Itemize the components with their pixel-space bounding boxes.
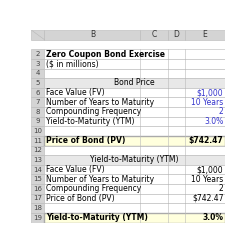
Bar xyxy=(31,107,44,117)
Bar xyxy=(44,88,225,98)
Bar xyxy=(31,136,44,145)
Text: Number of Years to Maturity: Number of Years to Maturity xyxy=(46,98,154,107)
Bar xyxy=(44,136,225,145)
Bar xyxy=(31,165,44,174)
Bar xyxy=(31,174,44,184)
Bar xyxy=(44,203,225,213)
Text: 10 Years: 10 Years xyxy=(191,175,224,184)
Text: Face Value (FV): Face Value (FV) xyxy=(46,165,105,174)
Bar xyxy=(44,155,225,165)
Bar xyxy=(140,30,168,40)
Text: Price of Bond (PV): Price of Bond (PV) xyxy=(46,136,126,145)
Text: $742.47: $742.47 xyxy=(192,194,224,203)
Bar xyxy=(31,194,44,203)
Bar xyxy=(44,59,225,69)
Text: Zero Coupon Bond Exercise: Zero Coupon Bond Exercise xyxy=(46,50,165,58)
Text: B: B xyxy=(90,30,95,39)
Text: 19: 19 xyxy=(33,215,42,221)
Bar xyxy=(44,213,225,222)
Text: 5: 5 xyxy=(36,80,40,86)
Bar xyxy=(31,78,44,88)
Bar xyxy=(31,213,44,222)
Text: 3: 3 xyxy=(36,61,40,67)
Text: Yield-to-Maturity (YTM): Yield-to-Maturity (YTM) xyxy=(46,213,148,222)
Bar xyxy=(44,30,140,40)
Bar xyxy=(31,59,44,69)
Text: 12: 12 xyxy=(34,147,42,153)
Text: 13: 13 xyxy=(33,157,42,163)
Bar xyxy=(44,194,225,203)
Text: 18: 18 xyxy=(33,205,42,211)
Text: C: C xyxy=(152,30,157,39)
Text: 11: 11 xyxy=(33,138,42,144)
Text: 2: 2 xyxy=(219,107,224,116)
Text: E: E xyxy=(202,30,207,39)
Text: 2: 2 xyxy=(219,184,224,193)
Text: Compounding Frequency: Compounding Frequency xyxy=(46,107,142,116)
Bar xyxy=(44,165,225,174)
Bar xyxy=(44,174,225,184)
Text: Yield-to-Maturity (YTM): Yield-to-Maturity (YTM) xyxy=(46,117,135,126)
Text: 3.0%: 3.0% xyxy=(202,213,224,222)
Bar xyxy=(31,49,44,59)
Bar xyxy=(31,117,44,126)
Text: Price of Bond (PV): Price of Bond (PV) xyxy=(46,194,115,203)
Bar xyxy=(31,155,44,165)
Bar xyxy=(44,98,225,107)
Bar xyxy=(44,49,225,59)
Bar xyxy=(44,78,225,88)
Text: 14: 14 xyxy=(34,166,42,172)
Text: 4: 4 xyxy=(36,70,40,76)
Bar xyxy=(44,184,225,194)
Bar xyxy=(31,98,44,107)
Text: 9: 9 xyxy=(36,118,40,124)
Text: 8: 8 xyxy=(36,109,40,115)
Text: Number of Years to Maturity: Number of Years to Maturity xyxy=(46,175,154,184)
Bar xyxy=(44,136,225,145)
Text: 17: 17 xyxy=(33,196,42,202)
Text: 7: 7 xyxy=(36,99,40,105)
Bar xyxy=(44,146,225,155)
Text: $1,000: $1,000 xyxy=(197,165,224,174)
Bar xyxy=(185,30,225,40)
Text: 10 Years: 10 Years xyxy=(191,98,224,107)
Bar xyxy=(31,68,44,78)
Text: $1,000: $1,000 xyxy=(197,88,224,97)
Text: 15: 15 xyxy=(34,176,42,182)
Bar xyxy=(44,126,225,136)
Text: D: D xyxy=(174,30,180,39)
Bar xyxy=(44,107,225,117)
Text: Compounding Frequency: Compounding Frequency xyxy=(46,184,142,193)
Text: Bond Price: Bond Price xyxy=(114,78,155,88)
Text: 16: 16 xyxy=(33,186,42,192)
Bar xyxy=(44,213,225,222)
Bar xyxy=(168,30,185,40)
Text: 6: 6 xyxy=(36,90,40,96)
Bar xyxy=(31,126,44,136)
Bar xyxy=(44,68,225,78)
Bar xyxy=(31,30,44,40)
Text: ($ in millions): ($ in millions) xyxy=(46,59,99,68)
Text: 3.0%: 3.0% xyxy=(204,117,224,126)
Text: 2: 2 xyxy=(36,51,40,57)
Bar xyxy=(31,146,44,155)
Bar xyxy=(44,117,225,126)
Text: Face Value (FV): Face Value (FV) xyxy=(46,88,105,97)
Text: 10: 10 xyxy=(33,128,42,134)
Bar xyxy=(31,184,44,194)
Bar xyxy=(31,88,44,98)
Bar xyxy=(31,203,44,213)
Text: Yield-to-Maturity (YTM): Yield-to-Maturity (YTM) xyxy=(90,156,179,164)
Text: $742.47: $742.47 xyxy=(189,136,224,145)
